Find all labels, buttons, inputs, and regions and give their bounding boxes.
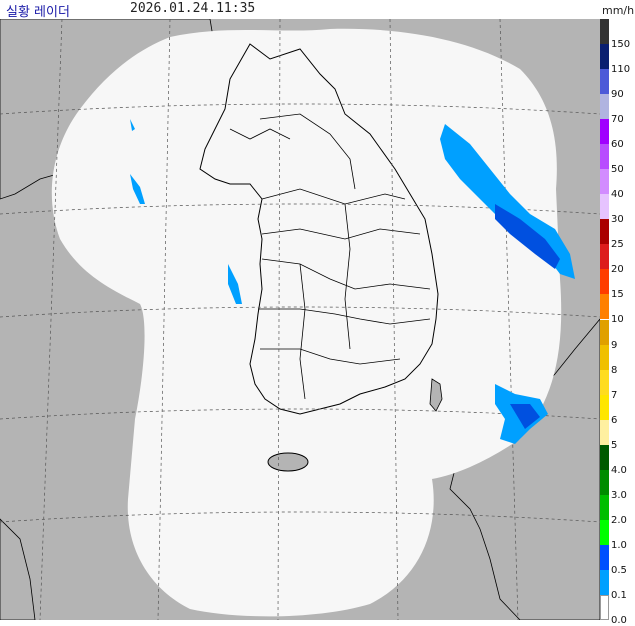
legend-swatch	[600, 244, 609, 270]
legend-item: 50	[600, 144, 635, 175]
legend-label: 30	[611, 214, 624, 226]
legend-item: 60	[600, 119, 635, 150]
legend-label: 8	[611, 364, 618, 376]
legend-item: 150	[600, 19, 635, 50]
sw-land	[0, 518, 36, 620]
legend-label: 40	[611, 189, 624, 201]
legend-item: 30	[600, 194, 635, 225]
legend-item: 90	[600, 69, 635, 100]
page-title: 실황 레이더	[6, 5, 70, 20]
legend-item: 110	[600, 44, 635, 75]
legend-item: 8	[600, 344, 635, 376]
legend-item: 9	[600, 319, 635, 351]
legend-label: 150	[611, 39, 631, 51]
legend-label: 15	[611, 289, 624, 301]
legend-swatch	[600, 319, 609, 345]
legend-swatch	[600, 594, 609, 620]
legend-item: 20	[600, 244, 635, 275]
legend-swatch	[600, 44, 609, 70]
legend-item: 0.1	[600, 569, 635, 601]
legend-label: 2.0	[611, 514, 627, 526]
legend-swatch	[600, 494, 609, 520]
legend-unit: mm/h	[602, 4, 635, 17]
legend-swatch	[600, 194, 609, 220]
legend-swatch	[600, 294, 609, 320]
legend-item: 6	[600, 394, 635, 426]
legend-swatch	[600, 169, 609, 195]
legend-swatch	[600, 544, 609, 570]
legend-item: 15	[600, 269, 635, 300]
legend-label: 10	[611, 314, 624, 326]
legend-item: 4.0	[600, 444, 635, 476]
legend-swatch	[600, 69, 609, 95]
legend-label: 3.0	[611, 489, 627, 501]
legend-item: 25	[600, 219, 635, 250]
legend-swatch	[600, 394, 609, 420]
legend-item: 0.5	[600, 544, 635, 576]
legend-label: 25	[611, 239, 624, 251]
legend-label: 4.0	[611, 464, 627, 476]
header-bar: 실황 레이더 2026.01.24.11:35	[0, 0, 600, 20]
legend-label: 7	[611, 389, 618, 401]
legend-label: 0.1	[611, 589, 627, 601]
jeju-island	[267, 452, 309, 472]
legend-item: 40	[600, 169, 635, 200]
legend-swatch	[600, 469, 609, 495]
legend-label: 60	[611, 139, 624, 151]
legend-swatch	[600, 269, 609, 295]
legend-swatch	[600, 219, 609, 245]
legend-label: 1.0	[611, 539, 627, 551]
legend-label: 90	[611, 89, 624, 101]
legend-swatch	[600, 519, 609, 545]
legend-label: 0.5	[611, 564, 627, 576]
legend-label: 110	[611, 64, 631, 76]
legend-item: 1.0	[600, 519, 635, 551]
legend-item: 70	[600, 94, 635, 125]
timestamp: 2026.01.24.11:35	[130, 1, 256, 16]
legend-swatch	[600, 19, 609, 45]
legend-item: 3.0	[600, 469, 635, 501]
province-boundaries	[229, 113, 431, 400]
legend-swatch	[600, 119, 609, 145]
legend-swatch	[600, 344, 609, 370]
legend-item: 2.0	[600, 494, 635, 526]
legend-item: 0.0	[600, 594, 635, 626]
precipitation-legend: 150 110 90 70 60 50 40 30 25 20 15 10 9 8 7 6 5 4.0 3.0 2.0…	[600, 19, 635, 626]
korea-peninsula	[199, 43, 439, 415]
legend-label: 70	[611, 114, 624, 126]
legend-item: 5	[600, 419, 635, 451]
radar-echoes	[130, 119, 575, 444]
legend-label: 0.0	[611, 614, 627, 626]
legend-swatch	[600, 144, 609, 170]
legend-swatch	[600, 94, 609, 120]
legend-item: 10	[600, 294, 635, 325]
legend-label: 6	[611, 414, 618, 426]
radar-map	[0, 19, 600, 620]
legend-label: 50	[611, 164, 624, 176]
legend-label: 20	[611, 264, 624, 276]
legend-swatch	[600, 444, 609, 470]
tsushima-island	[429, 378, 443, 412]
legend-swatch	[600, 369, 609, 395]
legend-item: 7	[600, 369, 635, 401]
legend-swatch	[600, 569, 609, 595]
legend-label: 5	[611, 439, 618, 451]
legend-label: 9	[611, 339, 618, 351]
legend-swatch	[600, 419, 609, 445]
